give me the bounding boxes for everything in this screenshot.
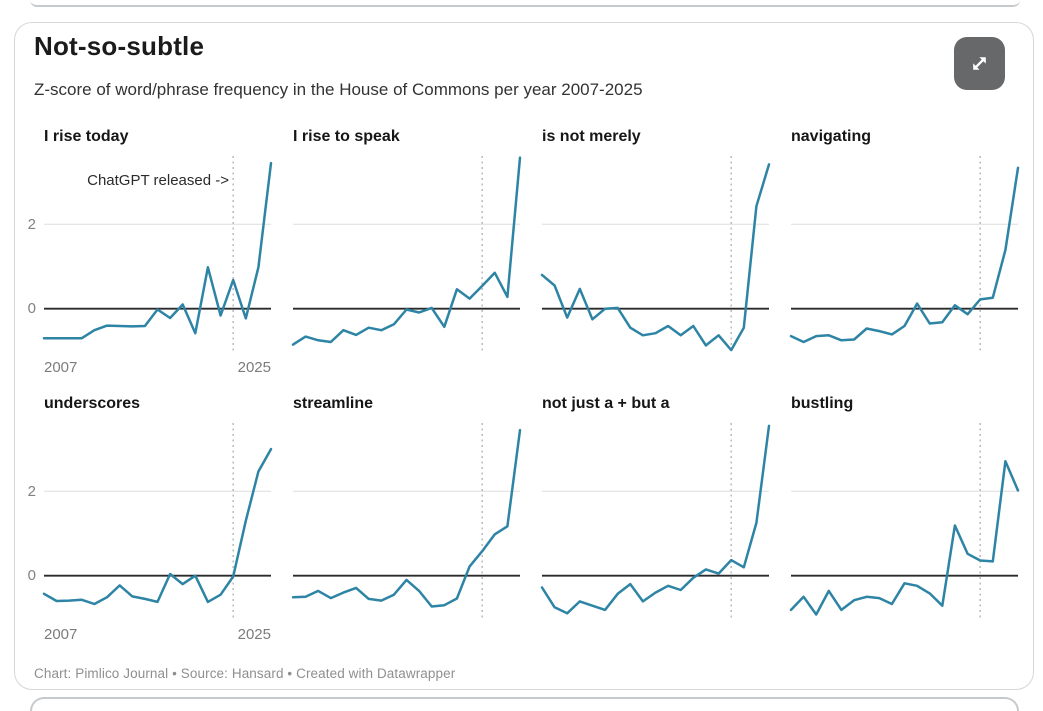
x-axis: 2007 2025 bbox=[44, 359, 271, 377]
mini-chart-title: navigating bbox=[791, 128, 872, 145]
mini-chart-title: is not merely bbox=[542, 128, 641, 145]
y-tick-label-0: 0 bbox=[27, 567, 36, 584]
y-tick-label-2: 2 bbox=[27, 483, 36, 500]
plot-area bbox=[540, 156, 771, 353]
plot-area bbox=[789, 156, 1020, 353]
plot-area: 2 0 ChatGPT released -> bbox=[28, 156, 273, 353]
x-tick-label-end: 2025 bbox=[237, 359, 271, 376]
plot-area: 2 0 bbox=[28, 423, 273, 620]
x-tick-label-end: 2025 bbox=[237, 626, 271, 643]
mini-chart-title: streamline bbox=[293, 395, 374, 412]
line-plot bbox=[291, 156, 522, 353]
line-plot bbox=[540, 156, 771, 353]
plot-area bbox=[291, 156, 522, 353]
mini-chart-is-not-merely: is not merely bbox=[540, 128, 771, 377]
mini-chart-underscores: underscores 2 0 2007 2025 bbox=[28, 395, 273, 644]
x-tick-label-start: 2007 bbox=[44, 359, 78, 376]
mini-chart-title: not just a + but a bbox=[542, 395, 670, 412]
line-plot bbox=[789, 156, 1020, 353]
line-plot bbox=[42, 423, 273, 620]
mini-chart-navigating: navigating bbox=[789, 128, 1020, 377]
mini-chart-not-just-a-but-a: not just a + but a bbox=[540, 395, 771, 644]
chart-grid-row-1: I rise today 2 0 ChatGPT released -> 200… bbox=[28, 128, 1020, 377]
attribution-text: Chart: Pimlico Journal • Source: Hansard… bbox=[34, 666, 456, 681]
y-tick-label-0: 0 bbox=[27, 300, 36, 317]
x-axis: 2007 2025 bbox=[44, 626, 271, 644]
chart-grid-row-2: underscores 2 0 2007 2025 streamline not… bbox=[28, 395, 1020, 644]
card-below-top-edge bbox=[30, 697, 1019, 711]
mini-chart-title: bustling bbox=[791, 395, 854, 412]
line-plot bbox=[42, 156, 273, 353]
line-plot bbox=[540, 423, 771, 620]
mini-chart-title: I rise today bbox=[44, 128, 129, 145]
mini-chart-title: I rise to speak bbox=[293, 128, 400, 145]
x-tick-label-start: 2007 bbox=[44, 626, 78, 643]
page-subtitle: Z-score of word/phrase frequency in the … bbox=[34, 80, 643, 99]
plot-area bbox=[291, 423, 522, 620]
line-plot bbox=[291, 423, 522, 620]
expand-arrows-icon bbox=[973, 57, 986, 70]
expand-button[interactable] bbox=[954, 37, 1005, 90]
plot-area bbox=[789, 423, 1020, 620]
mini-chart-i-rise-today: I rise today 2 0 ChatGPT released -> 200… bbox=[28, 128, 273, 377]
y-tick-label-2: 2 bbox=[27, 216, 36, 233]
mini-chart-i-rise-to-speak: I rise to speak bbox=[291, 128, 522, 377]
chart-card: Not-so-subtle Z-score of word/phrase fre… bbox=[14, 22, 1034, 690]
mini-chart-bustling: bustling bbox=[789, 395, 1020, 644]
chatgpt-released-annotation: ChatGPT released -> bbox=[87, 172, 229, 189]
card-above-bottom-edge bbox=[30, 0, 1020, 7]
mini-chart-title: underscores bbox=[44, 395, 141, 412]
line-plot bbox=[789, 423, 1020, 620]
mini-chart-streamline: streamline bbox=[291, 395, 522, 644]
plot-area bbox=[540, 423, 771, 620]
page-title: Not-so-subtle bbox=[34, 31, 205, 61]
